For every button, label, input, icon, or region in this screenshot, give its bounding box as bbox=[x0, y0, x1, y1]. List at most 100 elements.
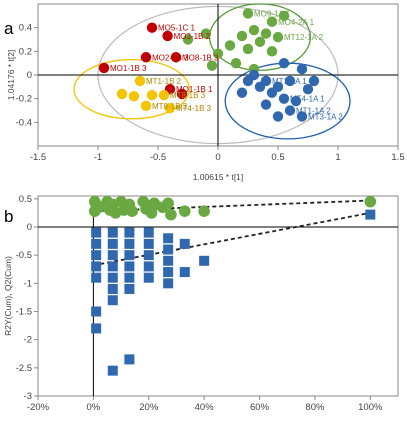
q2-point bbox=[179, 267, 190, 278]
group-ellipse-1 bbox=[73, 58, 190, 120]
q2-point bbox=[107, 283, 118, 294]
score-point bbox=[212, 48, 224, 59]
panel-a-letter: a bbox=[4, 19, 14, 38]
q2-point bbox=[163, 278, 174, 289]
q2-point bbox=[365, 209, 376, 220]
score-point bbox=[140, 100, 152, 111]
permutation-plot: -20% 0% 20% 40% 60% 80% 100% 0.5 0 -0.5 -1 -1.5 -2 -2… bbox=[3, 194, 399, 413]
r2-point bbox=[364, 195, 377, 208]
q2-point bbox=[124, 272, 135, 283]
q2-point bbox=[143, 261, 154, 272]
r2-point bbox=[162, 197, 174, 210]
r2-point bbox=[145, 207, 158, 219]
score-point bbox=[290, 95, 302, 107]
q2-point bbox=[107, 272, 118, 283]
y-tick-label-b: -1.5 bbox=[16, 306, 32, 317]
x-tick-label-a: -1 bbox=[94, 152, 102, 163]
q2-point bbox=[91, 323, 102, 334]
y-tick-label-a: 0.4 bbox=[19, 23, 32, 34]
score-point bbox=[284, 75, 296, 87]
score-point-label: MT3-1A 2 bbox=[308, 112, 343, 121]
x-tick-label-b: 60% bbox=[250, 402, 270, 413]
score-point bbox=[278, 10, 290, 22]
y-tick-label-a: -0.4 bbox=[16, 117, 32, 128]
score-point bbox=[242, 8, 254, 19]
plot-b-frame bbox=[37, 195, 399, 397]
x-tick-label-b: 100% bbox=[358, 402, 383, 413]
y-tick-label-a: -0.2 bbox=[16, 94, 32, 105]
q2-point bbox=[143, 227, 154, 238]
q2-point bbox=[91, 238, 102, 249]
score-point bbox=[302, 84, 314, 95]
x-axis-title-a: 1.00615 * t[1] bbox=[193, 172, 244, 182]
score-point bbox=[272, 31, 284, 43]
q2-point bbox=[124, 238, 135, 249]
score-point bbox=[284, 105, 296, 116]
score-point bbox=[176, 88, 188, 100]
score-point bbox=[278, 57, 290, 69]
q2-point bbox=[107, 227, 118, 238]
score-point bbox=[296, 63, 308, 75]
q2-point bbox=[124, 250, 135, 261]
q2-point bbox=[163, 233, 174, 244]
score-point bbox=[206, 60, 218, 71]
score-point bbox=[236, 87, 248, 98]
x-tick-label-a: -1.5 bbox=[30, 152, 46, 163]
q2-point bbox=[143, 250, 154, 261]
score-point-label: MO2-1B 3 bbox=[152, 53, 189, 62]
score-point-label: MT1-1A 2 bbox=[296, 107, 331, 116]
score-point bbox=[140, 52, 152, 63]
x-tick-label-a: 1 bbox=[335, 152, 340, 163]
scores-plot: MO1-1B 3 MO5-1C 1 MO2-1B 3 MO3-1B 2 MO8-1B 3… bbox=[6, 3, 405, 182]
q2-point bbox=[107, 261, 118, 272]
score-point-label: MT8-1B 3 bbox=[152, 102, 188, 111]
q2-point bbox=[107, 250, 118, 261]
x-tick-label-b: 20% bbox=[139, 402, 159, 413]
x-tick-label-a: 0.5 bbox=[271, 152, 284, 163]
panel-b-letter: b bbox=[4, 207, 13, 226]
score-point bbox=[134, 75, 146, 87]
q2-point bbox=[179, 238, 190, 249]
x-tick-label-a: -0.5 bbox=[150, 152, 166, 163]
score-point bbox=[158, 89, 170, 101]
q2-point bbox=[91, 250, 102, 261]
score-point bbox=[170, 52, 182, 63]
score-point-label: MT1-1B 2 bbox=[146, 77, 182, 86]
score-point bbox=[98, 62, 110, 74]
score-point bbox=[224, 40, 236, 51]
score-point-label: MT1-1A 1 bbox=[272, 77, 307, 86]
q2-point bbox=[91, 227, 102, 238]
x-tick-label-b: -20% bbox=[27, 402, 50, 413]
r2-point bbox=[198, 205, 210, 218]
y-tick-label-b: -1 bbox=[24, 278, 32, 289]
score-point-label: MT12-1A 2 bbox=[284, 33, 324, 42]
q2-point bbox=[143, 238, 154, 249]
r2-point bbox=[93, 201, 105, 214]
q2-point bbox=[124, 261, 135, 272]
q2-point bbox=[91, 306, 102, 317]
q2-point bbox=[163, 267, 174, 278]
score-point bbox=[128, 91, 140, 102]
x-tick-label-a: 1.5 bbox=[391, 152, 404, 163]
q2-point bbox=[91, 261, 102, 272]
score-point bbox=[146, 22, 158, 33]
y-tick-label-b: 0.5 bbox=[19, 194, 32, 205]
q2-point bbox=[124, 283, 135, 294]
y-tick-label-a: 0 bbox=[27, 70, 32, 81]
score-point-label: MT4-1B 3 bbox=[176, 104, 212, 113]
score-point bbox=[236, 30, 248, 42]
q2-regression-line bbox=[93, 212, 371, 267]
score-point-label: MT8-1B 3 bbox=[170, 91, 206, 100]
score-point-label: MO9-1A 1 bbox=[254, 9, 291, 18]
score-point bbox=[242, 75, 254, 87]
score-point bbox=[266, 46, 278, 57]
q2-point bbox=[107, 365, 118, 376]
score-point bbox=[254, 36, 266, 48]
score-point bbox=[162, 30, 173, 42]
score-point-label: MO1-1B 1 bbox=[176, 85, 213, 94]
y-axis-title-b: R2Y(Cum), Q2(Cum) bbox=[3, 256, 13, 336]
x-tick-label-b: 0% bbox=[87, 402, 101, 413]
score-point-label: MO5-1C 1 bbox=[158, 24, 195, 33]
score-point bbox=[248, 24, 260, 36]
